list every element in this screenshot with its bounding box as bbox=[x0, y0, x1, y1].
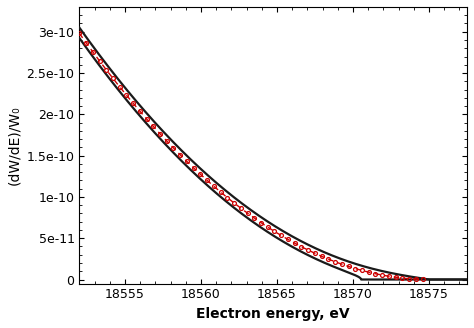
X-axis label: Electron energy, eV: Electron energy, eV bbox=[196, 307, 350, 321]
Y-axis label: (dW/dE)/W₀: (dW/dE)/W₀ bbox=[7, 106, 21, 185]
